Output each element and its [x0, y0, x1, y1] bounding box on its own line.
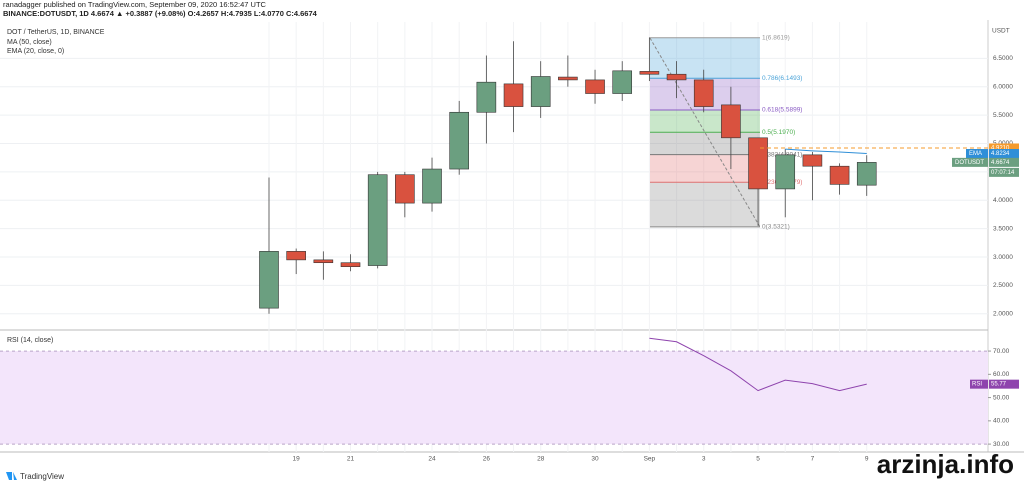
- fib-trend: [649, 37, 761, 228]
- rsi-name-bg: [970, 379, 988, 389]
- indicator-ema: EMA (20, close, 0): [7, 48, 64, 55]
- candle-body: [639, 71, 660, 75]
- y-tick-label: 5.5000: [993, 112, 1013, 119]
- price-tag-bg: [989, 143, 1019, 153]
- x-tick-label: 9: [865, 456, 869, 463]
- rsi-tick-label: 30.00: [993, 441, 1010, 448]
- fib-band: [650, 182, 760, 227]
- x-tick-label: 26: [483, 456, 491, 463]
- rsi-tick-label: 50.00: [993, 394, 1010, 401]
- candle-body: [503, 83, 524, 107]
- candle-body: [286, 251, 306, 261]
- candle-body: [340, 262, 361, 267]
- countdown: 07:07:14: [991, 170, 1015, 176]
- fib-band: [650, 110, 760, 133]
- fib-band: [650, 132, 760, 155]
- ema-tag-bg: [989, 149, 1019, 159]
- rsi-line: [649, 337, 867, 392]
- candle-body: [802, 154, 823, 167]
- rsi-title: RSI (14, close): [7, 337, 53, 344]
- rsi-tick-label: 40.00: [993, 418, 1010, 425]
- last-tag-bg: [989, 157, 1019, 167]
- ema-line: [785, 148, 867, 155]
- x-tick-label: Sep: [644, 456, 656, 463]
- fib-band: [650, 37, 760, 79]
- x-tick-label: 24: [428, 456, 436, 463]
- rsi-band: [0, 351, 988, 445]
- x-tick-label: 28: [537, 456, 545, 463]
- candle-body: [666, 73, 687, 81]
- brand: TradingView: [20, 472, 64, 481]
- y-tick-label: 2.5000: [993, 282, 1013, 289]
- candle-body: [530, 76, 551, 107]
- ema-tag: 4.8234: [991, 151, 1010, 157]
- candle-body: [748, 137, 768, 190]
- fib-label: 0.786(6.1493): [762, 75, 802, 82]
- candle-body: [313, 259, 334, 264]
- footer: TradingView: [6, 472, 64, 481]
- candle-body: [449, 111, 469, 170]
- rsi-tick-label: 70.00: [993, 348, 1010, 355]
- candle-body: [721, 104, 741, 139]
- x-tick-label: 19: [293, 456, 301, 463]
- candle-body: [775, 154, 796, 190]
- fib-band: [650, 154, 760, 183]
- price-tag: 4.9210: [991, 146, 1010, 152]
- candle-body: [693, 79, 714, 107]
- published-line: ranadagger published on TradingView.com,…: [3, 0, 267, 9]
- candle-body: [612, 70, 633, 94]
- ema-name-bg: [966, 149, 988, 159]
- chart-title: DOT / TetherUS, 1D, BINANCE: [7, 29, 105, 36]
- x-tick-label: 5: [756, 456, 760, 463]
- candle-body: [259, 251, 279, 309]
- logo: [6, 472, 17, 480]
- x-tick-label: 3: [702, 456, 706, 463]
- x-tick-label: 21: [347, 456, 355, 463]
- candle-body: [367, 174, 388, 266]
- ema-name: EMA: [969, 151, 982, 157]
- candle-body: [856, 162, 877, 186]
- fib-label: 0.618(5.5899): [762, 107, 802, 114]
- fib-label: 0.5(5.1970): [762, 129, 795, 136]
- quote-line: BINANCE:DOTUSDT, 1D 4.6674 ▲ +0.3887 (+9…: [3, 9, 318, 18]
- indicator-ma: MA (50, close): [7, 39, 52, 46]
- rsi-tag-bg: [989, 379, 1019, 389]
- currency-label: USDT: [992, 28, 1010, 35]
- last-name: DOTUSDT: [955, 160, 984, 166]
- y-tick-label: 6.0000: [993, 83, 1013, 90]
- watermark: arzinja.info: [877, 449, 1014, 479]
- y-tick-label: 3.5000: [993, 225, 1013, 232]
- y-tick-label: 3.0000: [993, 254, 1013, 261]
- candle-body: [829, 165, 850, 185]
- fib-label: 1(6.8619): [762, 35, 790, 42]
- x-tick-label: 30: [591, 456, 599, 463]
- candle-body: [558, 76, 578, 81]
- fib-label: 0(3.5321): [762, 224, 790, 231]
- last-name-bg: [952, 157, 988, 167]
- candle-body: [395, 174, 415, 204]
- x-tick-label: 7: [811, 456, 815, 463]
- last-tag: 4.6674: [991, 160, 1010, 166]
- candle-body: [585, 79, 605, 94]
- y-tick-label: 4.0000: [993, 197, 1013, 204]
- y-tick-label: 6.5000: [993, 55, 1013, 62]
- countdown-bg: [989, 167, 1019, 177]
- candle-body: [422, 168, 442, 204]
- rsi-tick-label: 60.00: [993, 371, 1010, 378]
- rsi-tag: 55.77: [991, 382, 1007, 388]
- y-tick-label: 2.0000: [993, 311, 1013, 318]
- candle-body: [476, 81, 497, 113]
- rsi-name: RSI: [972, 382, 982, 388]
